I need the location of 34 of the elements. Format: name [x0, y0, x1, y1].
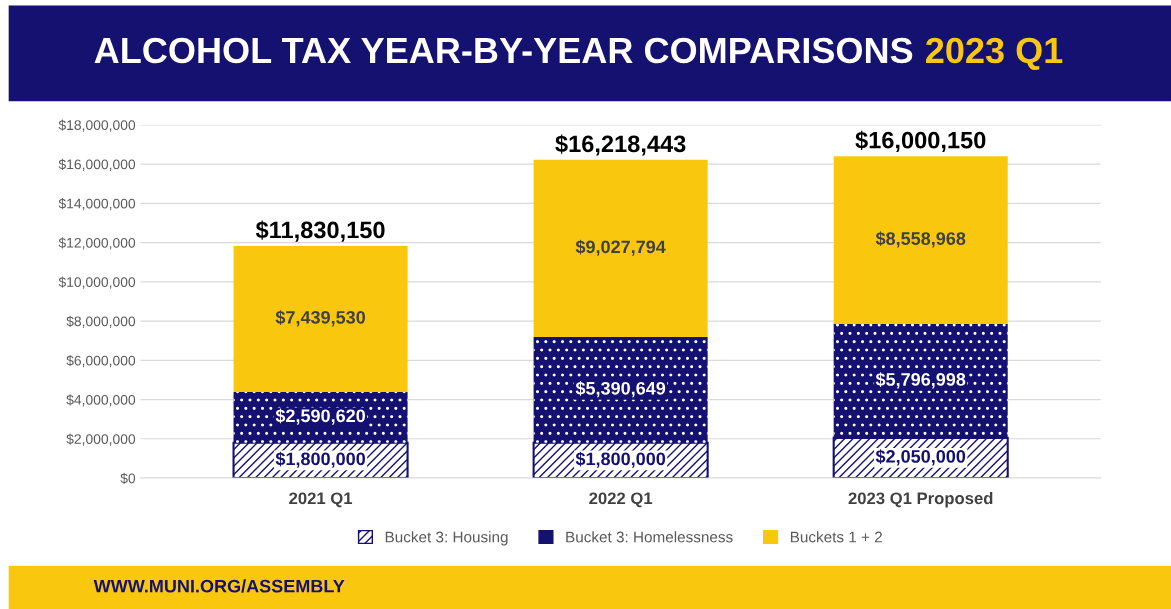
data-label: $2,050,000 [875, 449, 966, 466]
legend-label: Buckets 1 + 2 [790, 531, 882, 543]
y-tick-label: $12,000,000 [58, 237, 136, 250]
y-tick-label: $16,000,000 [58, 158, 136, 171]
x-tick-label: 2023 Q1 Proposed [848, 491, 993, 508]
legend-label: Bucket 3: Homelessness [566, 531, 733, 543]
bar [233, 245, 408, 392]
data-label: $2,590,620 [275, 408, 366, 425]
legend-label: Bucket 3: Housing [385, 531, 508, 546]
annotation: $11,830,150 [255, 220, 385, 242]
y-tick-label: $6,000,000 [66, 355, 136, 368]
y-tick-label: $2,000,000 [66, 433, 136, 446]
data-label: $8,558,968 [875, 231, 966, 248]
y-tick-label: $8,000,000 [66, 315, 136, 328]
y-tick-label: $10,000,000 [58, 276, 136, 289]
y-tick-label: $0 [120, 472, 136, 485]
x-tick-label: 2021 Q1 [289, 492, 353, 508]
data-label: $1,800,000 [275, 451, 366, 468]
data-label: $7,439,530 [275, 310, 366, 327]
bar [833, 156, 1008, 325]
data-label: $1,800,000 [575, 451, 666, 468]
y-tick-label: $18,000,000 [58, 119, 136, 132]
data-label: $5,390,649 [575, 381, 666, 398]
data-label: $5,796,998 [875, 372, 966, 389]
y-tick-label: $4,000,000 [66, 394, 136, 407]
x-tick-label: 2022 Q1 [589, 492, 653, 508]
annotation: $16,218,443 [555, 134, 686, 156]
data-label: $9,027,794 [575, 239, 666, 256]
chart-subtitle: 2023 Q1 [926, 37, 1063, 71]
annotation: $16,000,150 [855, 130, 986, 152]
bar [533, 159, 708, 337]
chart-title: ALCOHOL TAX YEAR-BY-YEAR COMPARISONS [94, 37, 913, 64]
text: WWW.MUNI.ORG/ASSEMBLY [93, 579, 345, 593]
y-tick-label: $14,000,000 [58, 198, 136, 211]
